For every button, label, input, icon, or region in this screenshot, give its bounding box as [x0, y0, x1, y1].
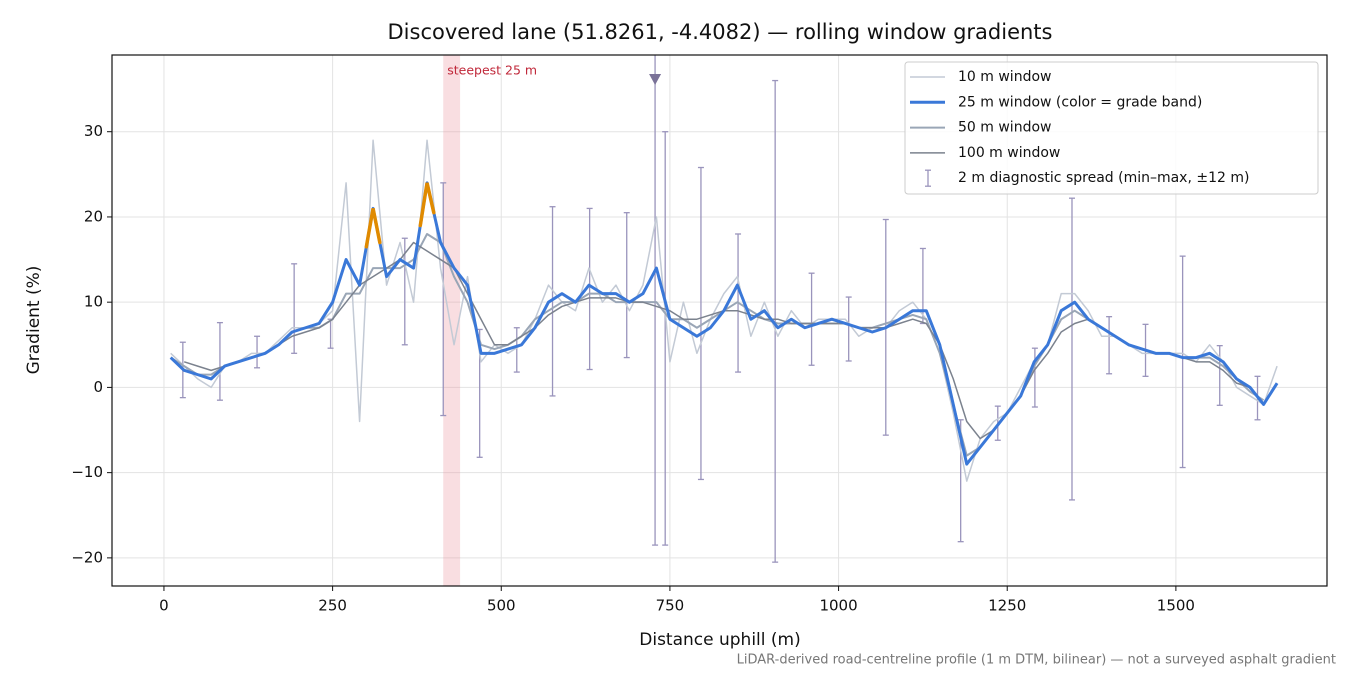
legend-label: 2 m diagnostic spread (min–max, ±12 m): [958, 170, 1249, 186]
y-tick-label: −20: [71, 548, 103, 566]
y-tick-label: 30: [84, 122, 103, 140]
x-tick-label: 0: [159, 597, 169, 615]
series-line: [170, 232, 1265, 457]
footnote: LiDAR-derived road-centreline profile (1…: [737, 653, 1336, 668]
y-tick-label: −10: [71, 463, 103, 481]
x-tick-label: 1500: [1157, 597, 1195, 615]
legend-label: 10 m window: [958, 69, 1051, 85]
grade-band-segment: [418, 182, 436, 228]
y-tick-label: 20: [84, 207, 103, 225]
series-line: [183, 241, 1251, 440]
x-tick-label: 750: [656, 597, 685, 615]
y-tick-label: 0: [93, 378, 103, 396]
legend-label: 100 m window: [958, 145, 1060, 161]
plot-area: [169, 55, 1279, 563]
plot-frame: [111, 54, 1328, 587]
legend-label: 25 m window (color = grade band): [958, 94, 1202, 110]
legend-box: [904, 61, 1319, 195]
steepest-span: [443, 55, 461, 586]
grade-band-segment: [364, 208, 382, 249]
y-axis-label: Gradient (%): [24, 266, 44, 375]
x-tick-label: 1000: [819, 597, 857, 615]
x-tick-label: 250: [318, 597, 347, 615]
series-line: [169, 181, 1279, 466]
y-tick-label: 10: [84, 293, 103, 311]
x-axis-label: Distance uphill (m): [639, 630, 800, 650]
chart-title: Discovered lane (51.8261, -4.4082) — rol…: [388, 20, 1053, 44]
series-line: [170, 139, 1278, 482]
x-tick-label: 500: [487, 597, 516, 615]
clip-marker: [649, 74, 662, 85]
legend-label: 50 m window: [958, 120, 1051, 136]
steepest-label: steepest 25 m: [447, 63, 537, 78]
x-tick-label: 1250: [988, 597, 1026, 615]
